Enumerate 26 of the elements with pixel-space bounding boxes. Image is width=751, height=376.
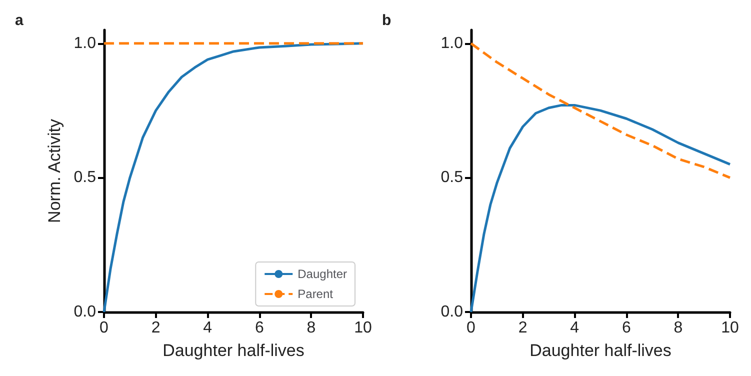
x-tick-label: 2	[151, 320, 160, 336]
line-series	[470, 42, 732, 179]
x-tick-label: 4	[570, 320, 580, 336]
y-tick-label: 0.0	[74, 304, 96, 320]
legend-label: Daughter	[298, 267, 348, 281]
x-tick-label: 8	[306, 320, 316, 336]
x-tick-label: 6	[622, 320, 631, 336]
x-tick-label: 0	[466, 320, 476, 336]
x-axis-title: Daughter half-lives	[162, 341, 304, 360]
legend-label: Parent	[298, 287, 334, 301]
x-tick-label: 6	[254, 320, 264, 336]
x-tick-label: 10	[354, 320, 372, 336]
y-tick-label: 1.0	[74, 34, 96, 52]
y-tick-label: 0.5	[74, 169, 96, 186]
y-tick-label: 1.0	[440, 34, 464, 52]
x-tick-label: 8	[674, 320, 683, 336]
x-tick-label: 4	[203, 320, 212, 336]
x-tick-label: 2	[518, 320, 528, 336]
y-axis-title: Norm. Activity	[44, 118, 64, 223]
x-tick-label: 0	[100, 320, 109, 336]
y-tick-label: 0.5	[440, 169, 464, 186]
y-tick-label: 0.0	[440, 304, 464, 320]
x-tick-label: 10	[721, 320, 739, 336]
x-axis-title: Daughter half-lives	[530, 341, 672, 360]
chart-title: a	[15, 12, 24, 29]
chart-title: b	[382, 12, 392, 29]
